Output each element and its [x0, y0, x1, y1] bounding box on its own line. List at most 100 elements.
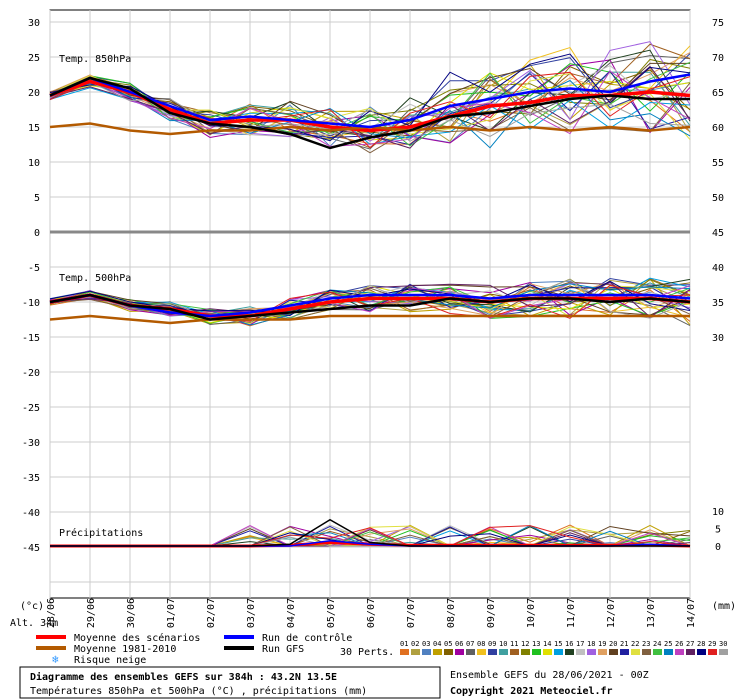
x-date-label: 12/07: [606, 598, 617, 628]
t500-panel-label: Temp. 500hPa: [59, 273, 131, 284]
perturbation-swatch-04: [433, 649, 442, 655]
x-date-label: 29/06: [86, 598, 97, 628]
right-unit-label: (mm): [712, 601, 736, 612]
perturbation-id-03: 03: [422, 640, 430, 648]
perturbation-swatch-10: [499, 649, 508, 655]
left-tick-label: -5: [28, 263, 40, 274]
altitude-label: Alt. 34m: [10, 618, 58, 629]
series-3-t500-line: [49, 293, 691, 321]
axis-ticks: 0 5 10 15 20 25 30 -5 -10 -15 -20 -25 -30 -35 -40 -45 45…: [22, 18, 724, 628]
perturbation-id-14: 14: [543, 640, 551, 648]
x-date-label: 04/07: [286, 598, 297, 628]
perturbation-id-28: 28: [697, 640, 705, 648]
perturbation-swatch-25: [664, 649, 673, 655]
left-tick-label: 15: [28, 123, 40, 134]
perturbation-id-01: 01: [400, 640, 408, 648]
series-3-t850-line: [49, 76, 690, 150]
perturbation-id-08: 08: [477, 640, 485, 648]
legend-label-mean: Moyenne des scénarios: [74, 632, 200, 644]
left-unit-label: (°c): [20, 601, 44, 612]
legend-label-control: Run de contrôle: [262, 632, 352, 644]
series-3-precip-line: [50, 518, 690, 547]
perturbation-swatch-16: [565, 649, 574, 655]
perturbation-id-23: 23: [642, 640, 650, 648]
perturbation-swatch-29: [708, 649, 717, 655]
right-tick-label: 5: [715, 525, 721, 536]
perturbation-swatch-08: [477, 649, 486, 655]
right-tick-label: 60: [712, 123, 724, 134]
left-tick-label: 0: [34, 228, 40, 239]
left-tick-label: 25: [28, 53, 40, 64]
perturbation-swatch-22: [631, 649, 640, 655]
perturbation-swatch-06: [455, 649, 464, 655]
perturbation-id-02: 02: [411, 640, 419, 648]
perturbation-id-25: 25: [664, 640, 672, 648]
footer-copyright: Copyright 2021 Meteociel.fr: [450, 685, 613, 697]
perturbation-id-04: 04: [433, 640, 441, 648]
perturbation-id-11: 11: [510, 640, 518, 648]
perturbation-id-22: 22: [631, 640, 639, 648]
perturbation-id-29: 29: [708, 640, 716, 648]
perturbation-id-13: 13: [532, 640, 540, 648]
left-tick-label: -35: [22, 473, 40, 484]
legend-label-climatology: Moyenne 1981-2010: [74, 644, 176, 655]
perturbation-30-t500: [49, 279, 691, 319]
right-tick-label: 65: [712, 88, 724, 99]
left-tick-label: 20: [28, 88, 40, 99]
perturbation-id-30: 30: [719, 640, 727, 648]
x-date-label: 06/07: [366, 598, 377, 628]
right-tick-label: 35: [712, 298, 724, 309]
perturbation-swatch-21: [620, 649, 629, 655]
perturbation-swatch-01: [400, 649, 409, 655]
left-tick-label: -45: [22, 543, 40, 554]
perturbation-swatch-17: [576, 649, 585, 655]
perturbation-id-10: 10: [499, 640, 507, 648]
perturbation-swatch-24: [653, 649, 662, 655]
perturbation-id-12: 12: [521, 640, 529, 648]
left-tick-label: -30: [22, 438, 40, 449]
perturbation-swatch-12: [521, 649, 530, 655]
perturbation-20-t500: [49, 284, 691, 317]
x-date-label: 08/07: [446, 598, 457, 628]
perturbation-swatch-15: [554, 649, 563, 655]
perturbation-26-t850: [49, 70, 691, 147]
perturbation-id-09: 09: [488, 640, 496, 648]
right-tick-label: 70: [712, 53, 724, 64]
right-tick-label: 0: [715, 542, 721, 553]
footer-title: Diagramme des ensembles GEFS sur 384h : …: [30, 671, 337, 683]
main-series-lines: [49, 73, 691, 548]
perturbation-id-20: 20: [609, 640, 617, 648]
right-tick-label: 55: [712, 158, 724, 169]
perturbation-swatch-02: [411, 649, 420, 655]
x-date-label: 03/07: [246, 598, 257, 628]
right-tick-label: 10: [712, 507, 724, 518]
precip-panel-label: Précipitations: [59, 527, 143, 539]
perturbation-legend: 01 02 03 04 05 06 07 08 09 10 11 12 13 14 15 16 17 18 19 20…: [400, 640, 728, 655]
legend: Moyenne des scénarios Moyenne 1981-2010 …: [36, 632, 394, 666]
x-date-label: 02/07: [206, 598, 217, 628]
perturbation-swatch-14: [543, 649, 552, 655]
perturbation-swatch-09: [488, 649, 497, 655]
left-tick-label: 5: [34, 193, 40, 204]
x-date-label: 05/07: [326, 598, 337, 628]
t850-panel-label: Temp. 850hPa: [59, 54, 131, 65]
footer-title-box: [19, 666, 441, 699]
left-tick-label: 30: [28, 18, 40, 29]
perturbation-swatch-30: [719, 649, 728, 655]
perturbation-id-18: 18: [587, 640, 595, 648]
x-date-label: 11/07: [566, 598, 577, 628]
series-2-t500-line: [49, 293, 691, 318]
perturbation-swatch-19: [598, 649, 607, 655]
x-date-label: 14/07: [686, 598, 697, 628]
right-tick-label: 40: [712, 263, 724, 274]
perturbation-24-t850: [49, 61, 691, 147]
perturbation-id-27: 27: [686, 640, 694, 648]
footer-run-info: Ensemble GEFS du 28/06/2021 - 00Z: [450, 670, 649, 681]
left-tick-label: -10: [22, 298, 40, 309]
perturbation-id-06: 06: [455, 640, 463, 648]
left-tick-label: -25: [22, 403, 40, 414]
perturbation-id-16: 16: [565, 640, 573, 648]
perturbation-swatch-07: [466, 649, 475, 655]
perturbation-25-t850: [49, 79, 691, 149]
